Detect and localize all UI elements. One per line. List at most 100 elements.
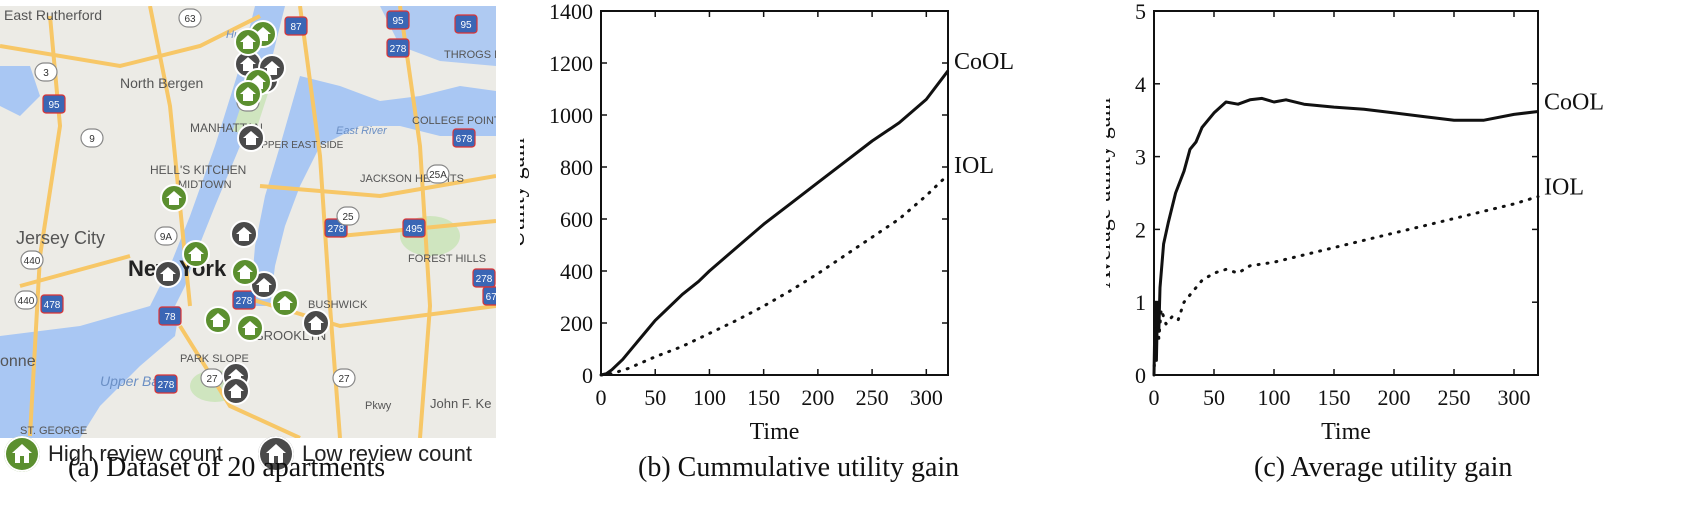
svg-text:678: 678 bbox=[456, 134, 473, 145]
svg-text:25: 25 bbox=[342, 212, 354, 223]
house-icon bbox=[240, 57, 256, 71]
x-tick-label: 200 bbox=[1378, 385, 1411, 410]
x-axis-label: Time bbox=[750, 419, 800, 445]
map-label: FOREST HILLS bbox=[408, 253, 486, 265]
apartment-pin[interactable] bbox=[222, 377, 250, 405]
y-axis-label: Average utility gain bbox=[1106, 98, 1116, 288]
y-tick-label: 0 bbox=[582, 363, 593, 388]
map-label: THROGS N bbox=[444, 49, 496, 61]
apartment-pin[interactable] bbox=[237, 124, 265, 152]
apartment-pin[interactable] bbox=[204, 306, 232, 334]
svg-text:95: 95 bbox=[460, 20, 472, 31]
highway-shield: 27 bbox=[332, 368, 356, 388]
highway-shield: 3 bbox=[34, 62, 58, 82]
legend-low: Low review count bbox=[258, 436, 472, 472]
highway-shield: 278 bbox=[386, 38, 410, 58]
x-tick-label: 200 bbox=[801, 385, 834, 410]
map-legend: High review count Low review count bbox=[4, 436, 496, 476]
highway-shield: 63 bbox=[178, 8, 202, 28]
map-label: East River bbox=[336, 125, 388, 137]
upper-bay bbox=[0, 306, 180, 438]
series-line-iol bbox=[599, 173, 950, 377]
highway-shield: 9A bbox=[154, 226, 178, 246]
x-tick-label: 250 bbox=[856, 385, 889, 410]
y-axis-label: Utility gain bbox=[520, 138, 530, 248]
house-icon bbox=[236, 227, 252, 241]
map-label: ST. GEORGE bbox=[20, 425, 87, 437]
x-tick-label: 300 bbox=[1498, 385, 1531, 410]
house-icon bbox=[188, 247, 204, 261]
y-tick-label: 0 bbox=[1135, 363, 1146, 388]
caption-a: (a) Dataset of 20 apartments bbox=[68, 452, 386, 483]
average-utility-chart: 0 50 100 150 200 250 300 0 1 2 3 4 5 Time Average util… bbox=[1106, 0, 1604, 445]
apartment-pin[interactable] bbox=[302, 309, 330, 337]
highway-shield: 278 bbox=[154, 374, 178, 394]
map-label: Pkwy bbox=[365, 400, 392, 412]
house-icon bbox=[160, 267, 176, 281]
y-tick-label: 1400 bbox=[549, 0, 593, 24]
highway-shield: 87 bbox=[284, 16, 308, 36]
apartment-pin[interactable] bbox=[160, 184, 188, 212]
map-label: Jersey City bbox=[16, 228, 105, 248]
house-icon bbox=[228, 384, 244, 398]
map-label: MIDTOWN bbox=[178, 179, 232, 191]
house-icon bbox=[242, 321, 258, 335]
average-chart-panel: 0 50 100 150 200 250 300 0 1 2 3 4 5 Time Average util… bbox=[1106, 0, 1686, 524]
svg-text:278: 278 bbox=[476, 274, 493, 285]
apartment-pin[interactable] bbox=[154, 260, 182, 288]
map-label: HELL'S KITCHEN bbox=[150, 163, 246, 177]
svg-text:3: 3 bbox=[43, 68, 49, 79]
series-line-cool bbox=[600, 69, 950, 377]
legend-high-label: High review count bbox=[48, 441, 223, 466]
apartment-pin[interactable] bbox=[234, 80, 262, 108]
y-tick-label: 800 bbox=[560, 155, 593, 180]
caption-b: (b) Cummulative utility gain bbox=[638, 452, 960, 483]
apartment-pin[interactable] bbox=[230, 220, 258, 248]
house-icon bbox=[243, 131, 259, 145]
svg-text:27: 27 bbox=[338, 374, 350, 385]
apartment-pin[interactable] bbox=[236, 314, 264, 342]
highway-shield: 278 bbox=[472, 268, 496, 288]
svg-text:25A: 25A bbox=[429, 170, 447, 181]
highway-shield: 95 bbox=[386, 10, 410, 30]
y-tick-label: 1000 bbox=[549, 103, 593, 128]
highway-shield: 478 bbox=[40, 294, 64, 314]
house-icon bbox=[258, 436, 294, 472]
x-tick-label: 50 bbox=[1203, 385, 1225, 410]
svg-text:440: 440 bbox=[24, 256, 41, 267]
map-label: UPPER EAST SIDE bbox=[254, 140, 344, 151]
jersey-water bbox=[0, 66, 40, 116]
map-label: John F. Ke bbox=[430, 396, 491, 411]
highway-shield: 25 bbox=[336, 206, 360, 226]
house-icon bbox=[240, 87, 256, 101]
apartment-pin[interactable] bbox=[250, 271, 278, 299]
apartment-pin[interactable] bbox=[234, 28, 262, 56]
apartment-pin[interactable] bbox=[271, 289, 299, 317]
cumulative-utility-chart: 0 50 100 150 200 250 300 0 200 400 600 800 1000 1200 1… bbox=[520, 0, 1014, 445]
map-label: PARK SLOPE bbox=[180, 353, 249, 365]
series-label-cool: CoOL bbox=[1544, 89, 1604, 115]
y-tick-label: 4 bbox=[1135, 72, 1146, 97]
series-line-cool bbox=[1152, 96, 1539, 376]
house-icon bbox=[240, 35, 256, 49]
svg-text:9: 9 bbox=[89, 134, 95, 145]
x-tick-label: 250 bbox=[1438, 385, 1471, 410]
house-icon bbox=[166, 191, 182, 205]
map-panel: East Rutherford North Bergen MANHATTAN UPPE… bbox=[0, 0, 500, 524]
highway-shield: 95 bbox=[42, 94, 66, 114]
highway-shield: 495 bbox=[402, 218, 426, 238]
svg-text:278: 278 bbox=[158, 380, 175, 391]
svg-text:440: 440 bbox=[18, 296, 35, 307]
apartment-pin[interactable] bbox=[244, 68, 272, 96]
svg-text:95: 95 bbox=[48, 100, 60, 111]
house-icon bbox=[308, 316, 324, 330]
house-icon bbox=[264, 61, 280, 75]
map-label: North Bergen bbox=[120, 75, 203, 91]
svg-text:95: 95 bbox=[392, 16, 404, 27]
highway-shield: 27 bbox=[200, 368, 224, 388]
apartment-pin[interactable] bbox=[182, 240, 210, 268]
house-icon bbox=[210, 313, 226, 327]
caption-c: (c) Average utility gain bbox=[1254, 452, 1513, 483]
apartment-pin[interactable] bbox=[231, 258, 259, 286]
